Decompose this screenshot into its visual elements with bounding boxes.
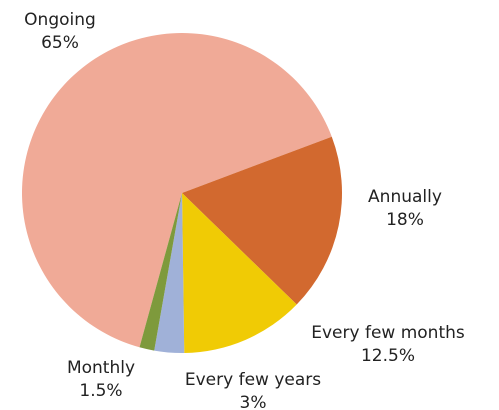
slice-value-label: 65% xyxy=(41,33,79,53)
pie-slice xyxy=(154,193,185,353)
slice-label: Every few years xyxy=(185,370,321,390)
slice-value-label: 18% xyxy=(386,210,424,230)
slice-label: Monthly xyxy=(67,358,135,378)
slice-value-label: 3% xyxy=(240,393,267,410)
slice-label: Annually xyxy=(368,187,442,207)
pie-slice xyxy=(22,33,332,348)
pie-slice xyxy=(182,136,342,305)
slice-label: Every few months xyxy=(311,323,465,343)
slice-value-label: 12.5% xyxy=(361,346,415,366)
slice-value-label: 1.5% xyxy=(79,381,122,401)
pie-slice xyxy=(139,193,182,351)
pie-slice xyxy=(182,193,297,353)
slice-label: Ongoing xyxy=(24,10,96,30)
